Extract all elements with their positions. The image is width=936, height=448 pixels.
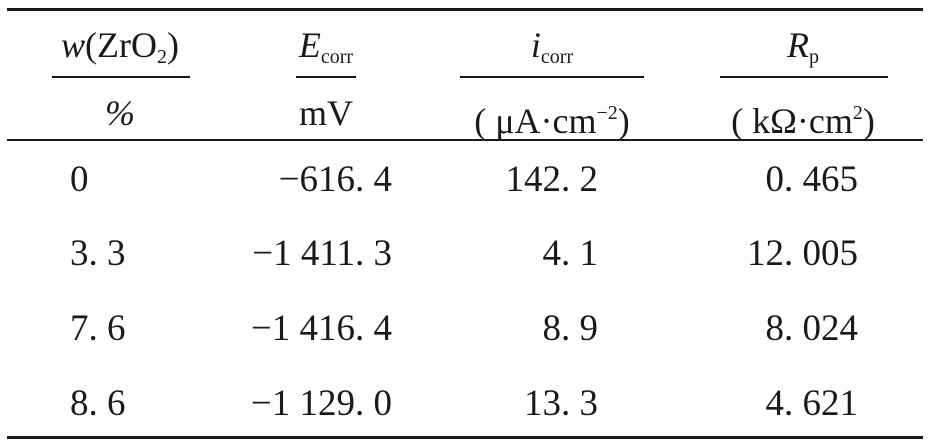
header-ecorr-symbol: E [298, 25, 321, 65]
cell-rp: 8. 024 [765, 308, 859, 349]
header-rp-unit-text: ( kΩ·cm [731, 101, 853, 141]
header-ecorr: Ecorr [206, 25, 446, 77]
cell-mass-fraction: 0 [70, 159, 89, 200]
header-mass-fraction-unit-text: % [105, 93, 135, 133]
header-ecorr-unit-text: mV [299, 93, 353, 133]
cell-mass-fraction: 7. 6 [70, 308, 126, 349]
header-icorr-divider [460, 76, 644, 78]
header-rp-divider [720, 76, 888, 78]
cell-rp: 4. 621 [765, 383, 859, 424]
cell-icorr: 8. 9 [542, 308, 599, 349]
header-icorr-subscript: corr [540, 46, 574, 68]
header-rp-unit: ( kΩ·cm2) [683, 93, 923, 141]
header-icorr-unit: ( μA·cm−2) [432, 93, 672, 141]
header-mass-fraction-paren-close: ) [167, 25, 179, 65]
header-mass-fraction-unit: % [0, 93, 240, 133]
cell-ecorr: −1 411. 3 [252, 233, 392, 274]
header-icorr-unit-exponent: −2 [596, 102, 618, 124]
header-mass-fraction: w(ZrO2) [0, 25, 240, 77]
top-rule [7, 8, 923, 11]
header-rp: Rp [683, 25, 923, 77]
header-mass-fraction-divider [52, 76, 190, 78]
header-mass-fraction-subscript: 2 [157, 46, 167, 68]
cell-rp: 0. 465 [765, 159, 859, 200]
cell-ecorr: −1 416. 4 [250, 308, 392, 349]
header-rp-unit-close: ) [862, 101, 875, 141]
cell-ecorr: −1 129. 0 [250, 383, 392, 424]
cell-mass-fraction: 3. 3 [70, 233, 126, 274]
header-mass-fraction-species: ZrO [97, 25, 157, 65]
header-rp-symbol: R [787, 25, 809, 65]
header-ecorr-divider [296, 76, 356, 78]
header-ecorr-subscript: corr [320, 46, 354, 68]
header-icorr-symbol: i [530, 25, 541, 65]
header-rule [7, 139, 923, 141]
header-icorr: icorr [432, 25, 672, 77]
cell-icorr: 4. 1 [542, 233, 599, 274]
header-rp-subscript: p [809, 46, 819, 68]
header-mass-fraction-symbol: w [61, 25, 86, 65]
cell-mass-fraction: 8. 6 [70, 383, 126, 424]
cell-icorr: 142. 2 [505, 159, 599, 200]
header-rp-unit-exponent: 2 [852, 102, 863, 124]
header-icorr-unit-text: ( μA·cm [474, 101, 597, 141]
cell-rp: 12. 005 [747, 233, 858, 274]
header-icorr-unit-close: ) [617, 101, 630, 141]
bottom-rule [7, 436, 923, 439]
header-ecorr-unit: mV [206, 93, 446, 133]
cell-ecorr: −616. 4 [278, 159, 392, 200]
cell-icorr: 13. 3 [524, 383, 598, 424]
header-mass-fraction-paren-open: ( [85, 25, 98, 65]
